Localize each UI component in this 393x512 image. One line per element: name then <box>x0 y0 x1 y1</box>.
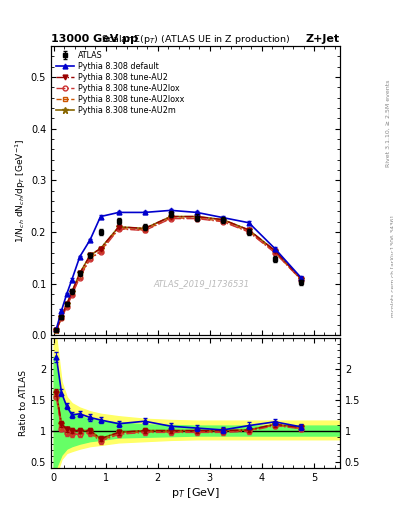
Pythia 8.308 tune-AU2loxx <box>220 218 225 224</box>
Pythia 8.308 tune-AU2 <box>220 217 225 223</box>
Pythia 8.308 tune-AU2lox <box>116 226 121 232</box>
Line: Pythia 8.308 tune-AU2: Pythia 8.308 tune-AU2 <box>54 214 303 333</box>
Pythia 8.308 tune-AU2 <box>116 224 121 230</box>
Pythia 8.308 tune-AU2m <box>54 327 59 333</box>
Pythia 8.308 default <box>88 237 92 243</box>
Pythia 8.308 tune-AU2 <box>98 246 103 252</box>
Pythia 8.308 default <box>299 274 303 281</box>
Pythia 8.308 tune-AU2m <box>246 227 251 233</box>
Pythia 8.308 tune-AU2loxx <box>77 273 82 280</box>
Pythia 8.308 default <box>272 246 277 252</box>
Pythia 8.308 tune-AU2m <box>220 217 225 223</box>
Pythia 8.308 tune-AU2loxx <box>299 276 303 283</box>
Pythia 8.308 tune-AU2loxx <box>54 327 59 333</box>
Pythia 8.308 tune-AU2m <box>169 214 173 220</box>
Pythia 8.308 tune-AU2lox <box>195 216 199 222</box>
Pythia 8.308 tune-AU2loxx <box>70 291 74 297</box>
Pythia 8.308 tune-AU2 <box>272 248 277 254</box>
Pythia 8.308 tune-AU2 <box>299 275 303 282</box>
Text: ATLAS_2019_I1736531: ATLAS_2019_I1736531 <box>153 279 249 288</box>
Line: Pythia 8.308 tune-AU2m: Pythia 8.308 tune-AU2m <box>53 214 304 333</box>
Pythia 8.308 default <box>59 308 64 314</box>
Pythia 8.308 tune-AU2loxx <box>142 227 147 233</box>
Pythia 8.308 tune-AU2lox <box>272 250 277 256</box>
Legend: ATLAS, Pythia 8.308 default, Pythia 8.308 tune-AU2, Pythia 8.308 tune-AU2lox, Py: ATLAS, Pythia 8.308 default, Pythia 8.30… <box>53 49 186 117</box>
Pythia 8.308 tune-AU2loxx <box>116 225 121 231</box>
Pythia 8.308 tune-AU2lox <box>64 304 69 310</box>
Pythia 8.308 tune-AU2loxx <box>88 255 92 262</box>
Text: 13000 GeV pp: 13000 GeV pp <box>51 33 138 44</box>
Pythia 8.308 tune-AU2loxx <box>195 215 199 221</box>
Pythia 8.308 tune-AU2loxx <box>272 249 277 255</box>
Pythia 8.308 tune-AU2loxx <box>98 248 103 254</box>
Pythia 8.308 tune-AU2lox <box>246 229 251 235</box>
Line: Pythia 8.308 tune-AU2loxx: Pythia 8.308 tune-AU2loxx <box>54 216 303 333</box>
Pythia 8.308 tune-AU2m <box>142 225 147 231</box>
Pythia 8.308 tune-AU2loxx <box>169 215 173 221</box>
Pythia 8.308 tune-AU2 <box>246 227 251 233</box>
Pythia 8.308 tune-AU2 <box>59 314 64 320</box>
Pythia 8.308 tune-AU2lox <box>169 216 173 222</box>
Pythia 8.308 tune-AU2 <box>70 289 74 295</box>
Y-axis label: Ratio to ATLAS: Ratio to ATLAS <box>19 370 28 436</box>
Pythia 8.308 tune-AU2m <box>195 214 199 220</box>
Pythia 8.308 default <box>98 214 103 220</box>
Text: Z+Jet: Z+Jet <box>306 33 340 44</box>
Pythia 8.308 tune-AU2m <box>272 248 277 254</box>
Pythia 8.308 tune-AU2m <box>77 270 82 276</box>
Pythia 8.308 default <box>169 207 173 214</box>
Pythia 8.308 tune-AU2lox <box>88 256 92 262</box>
Pythia 8.308 tune-AU2lox <box>98 249 103 255</box>
Pythia 8.308 tune-AU2 <box>64 301 69 307</box>
Line: Pythia 8.308 default: Pythia 8.308 default <box>54 208 303 332</box>
Pythia 8.308 tune-AU2loxx <box>64 303 69 309</box>
Pythia 8.308 tune-AU2lox <box>142 227 147 233</box>
Pythia 8.308 default <box>142 209 147 216</box>
Pythia 8.308 tune-AU2lox <box>220 219 225 225</box>
X-axis label: p$_T$ [GeV]: p$_T$ [GeV] <box>171 486 220 500</box>
Pythia 8.308 tune-AU2m <box>88 252 92 259</box>
Pythia 8.308 tune-AU2 <box>77 270 82 276</box>
Pythia 8.308 default <box>70 276 74 283</box>
Pythia 8.308 tune-AU2m <box>299 275 303 282</box>
Pythia 8.308 tune-AU2 <box>88 252 92 259</box>
Pythia 8.308 tune-AU2lox <box>59 315 64 322</box>
Pythia 8.308 tune-AU2m <box>98 246 103 252</box>
Text: Rivet 3.1.10, ≥ 2.5M events: Rivet 3.1.10, ≥ 2.5M events <box>386 79 391 166</box>
Y-axis label: 1/N$_{ch}$ dN$_{ch}$/dp$_T$ [GeV$^{-1}$]: 1/N$_{ch}$ dN$_{ch}$/dp$_T$ [GeV$^{-1}$] <box>14 139 28 243</box>
Pythia 8.308 tune-AU2m <box>116 224 121 230</box>
Pythia 8.308 default <box>246 220 251 226</box>
Pythia 8.308 tune-AU2m <box>70 289 74 295</box>
Text: mcplots.cern.ch [arXiv:1306.3436]: mcplots.cern.ch [arXiv:1306.3436] <box>391 216 393 317</box>
Pythia 8.308 tune-AU2 <box>195 214 199 220</box>
Pythia 8.308 tune-AU2 <box>169 214 173 220</box>
Pythia 8.308 default <box>54 326 59 332</box>
Pythia 8.308 tune-AU2loxx <box>59 315 64 321</box>
Line: Pythia 8.308 tune-AU2lox: Pythia 8.308 tune-AU2lox <box>54 216 303 333</box>
Pythia 8.308 tune-AU2 <box>142 225 147 231</box>
Pythia 8.308 tune-AU2lox <box>70 292 74 298</box>
Pythia 8.308 default <box>64 291 69 297</box>
Pythia 8.308 tune-AU2loxx <box>246 228 251 234</box>
Pythia 8.308 tune-AU2m <box>59 314 64 320</box>
Pythia 8.308 default <box>195 209 199 216</box>
Pythia 8.308 default <box>77 254 82 260</box>
Pythia 8.308 tune-AU2m <box>64 301 69 307</box>
Title: Scalar $\Sigma$(p$_T$) (ATLAS UE in Z production): Scalar $\Sigma$(p$_T$) (ATLAS UE in Z pr… <box>101 33 290 46</box>
Pythia 8.308 tune-AU2lox <box>54 327 59 333</box>
Pythia 8.308 tune-AU2lox <box>77 274 82 281</box>
Pythia 8.308 default <box>116 209 121 216</box>
Pythia 8.308 tune-AU2 <box>54 327 59 333</box>
Pythia 8.308 default <box>220 215 225 221</box>
Pythia 8.308 tune-AU2lox <box>299 276 303 283</box>
